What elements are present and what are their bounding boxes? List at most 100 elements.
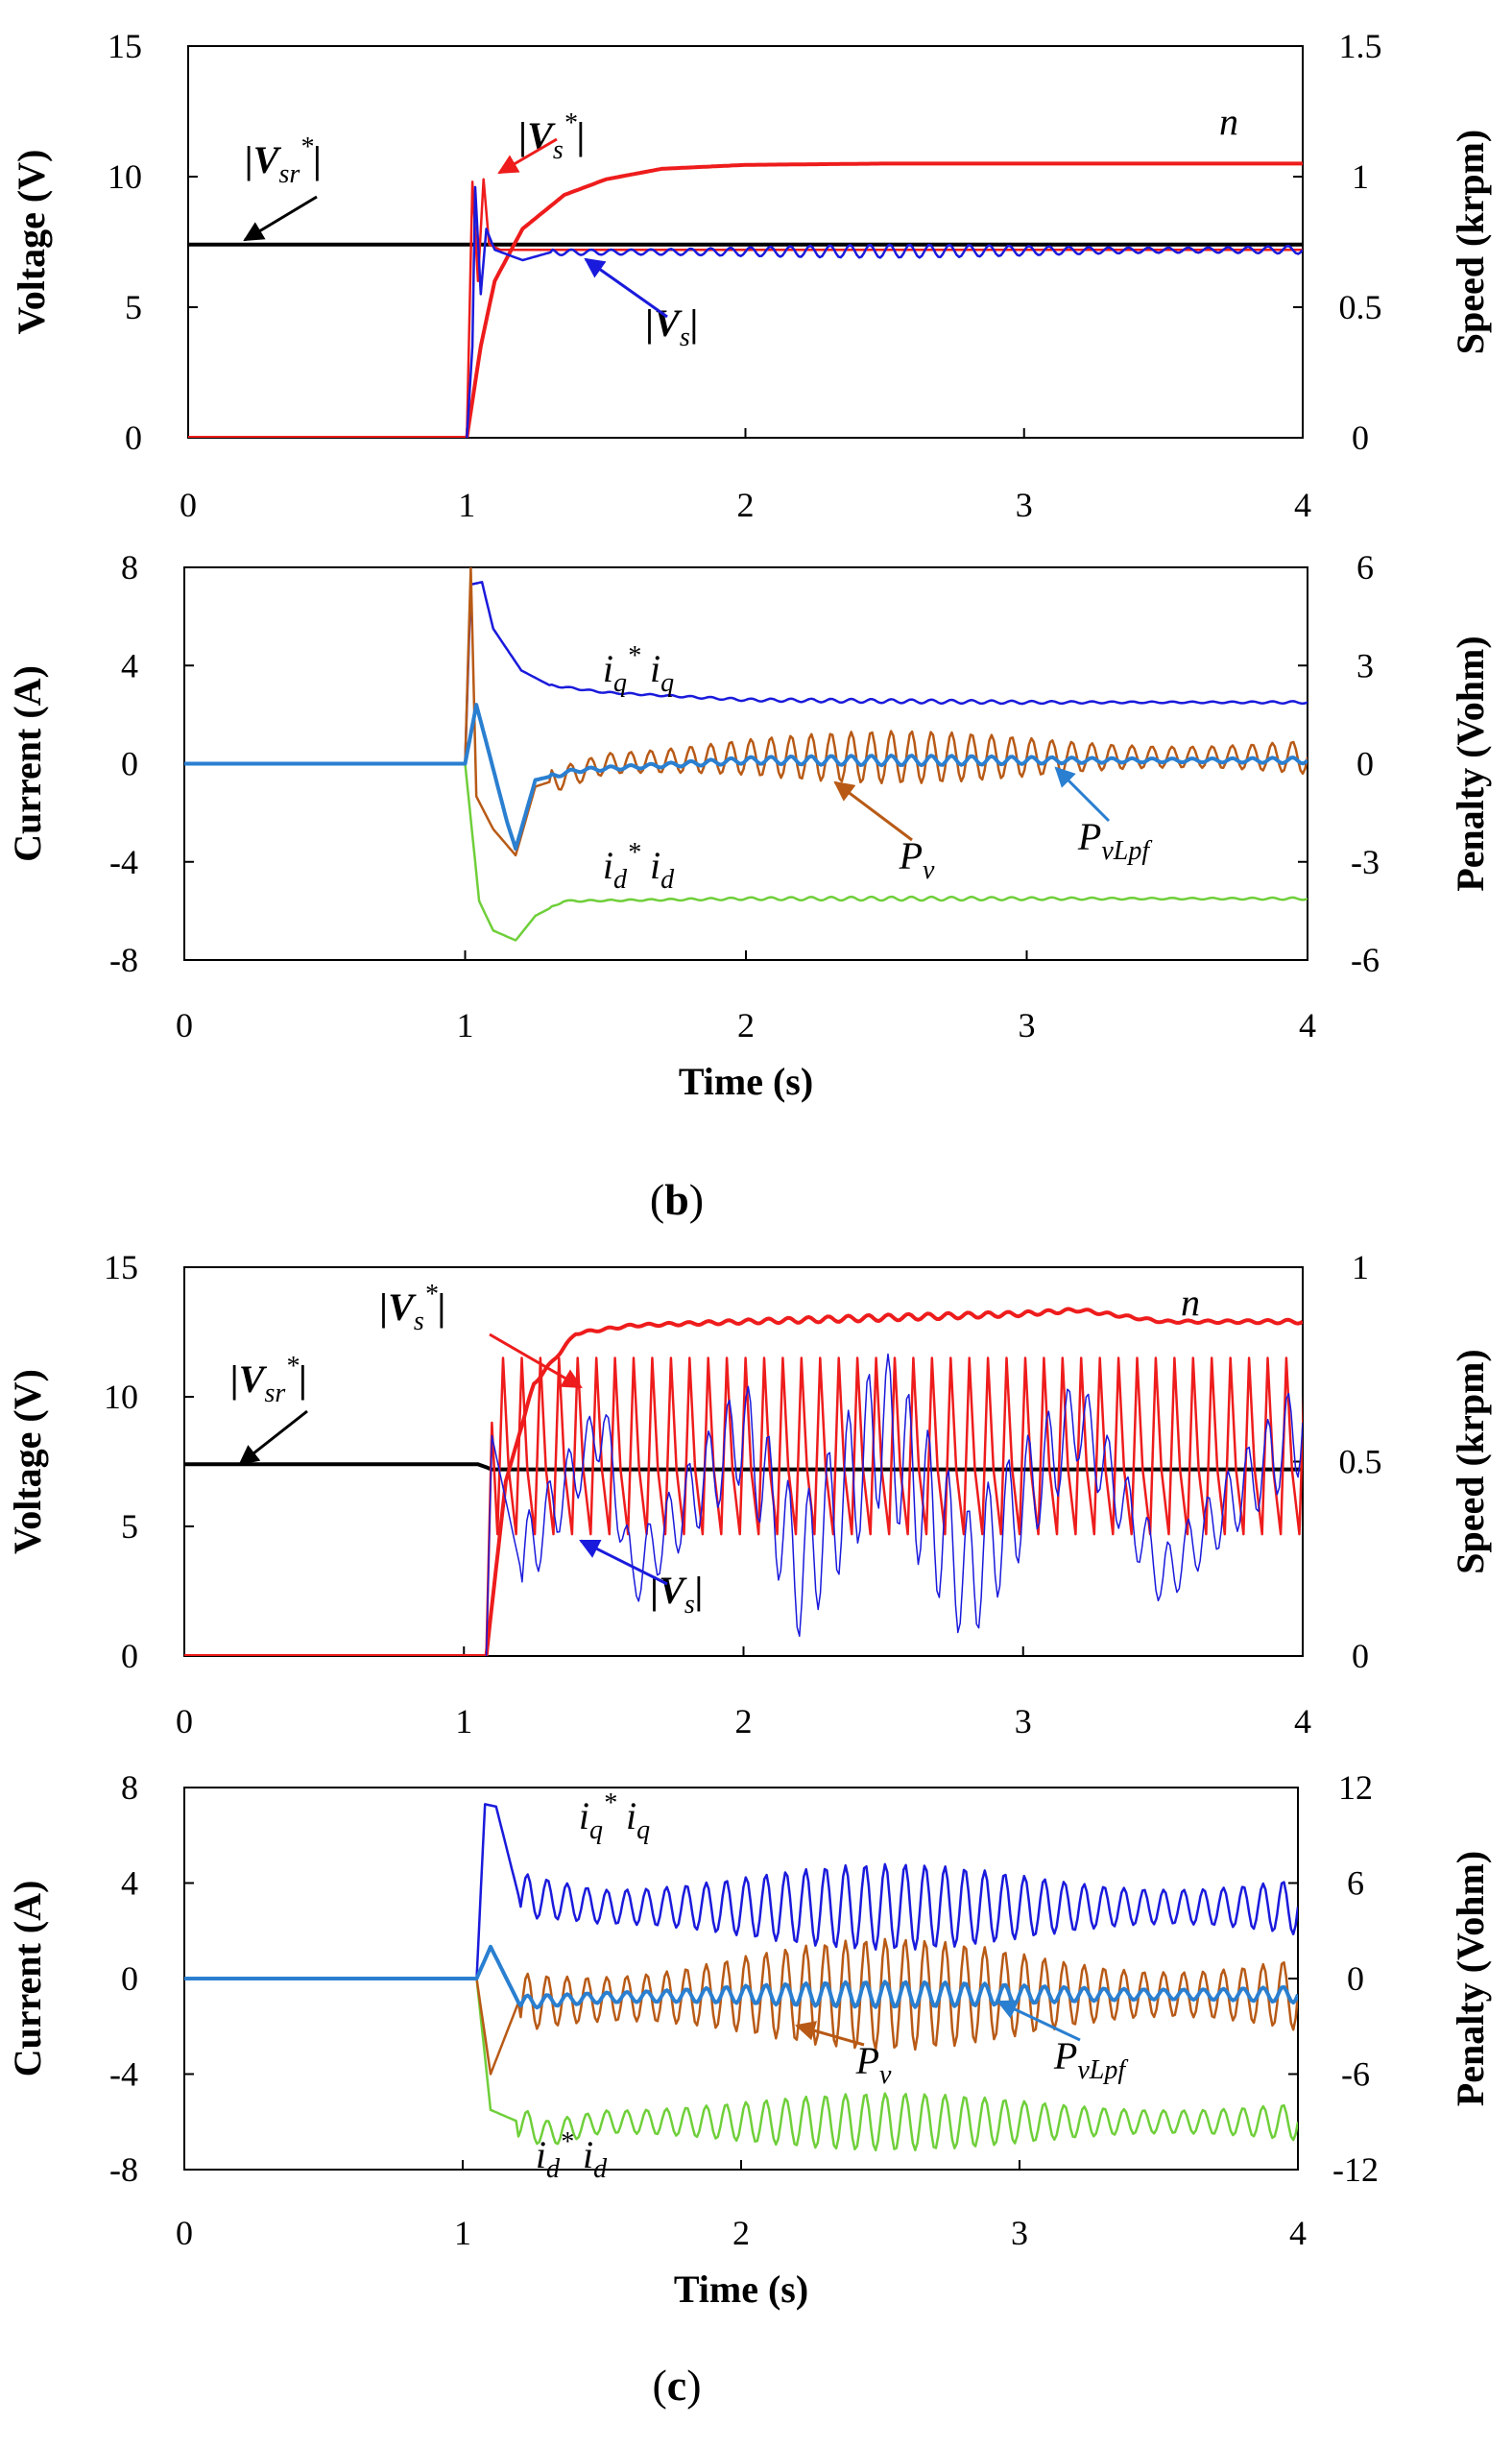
y2-tick-label: 0 bbox=[1352, 1637, 1369, 1675]
y2-tick-label: 12 bbox=[1338, 1768, 1373, 1807]
y-axis-label: Voltage (V) bbox=[6, 1369, 49, 1554]
y-tick-label: 8 bbox=[121, 1768, 138, 1807]
y2-tick-label: -12 bbox=[1332, 2150, 1379, 2189]
x-tick-label: 4 bbox=[1294, 1702, 1311, 1740]
y2-tick-label: 0.5 bbox=[1339, 1443, 1382, 1481]
y-tick-label: 4 bbox=[121, 1864, 138, 1903]
annotation-label: |Vsr*| bbox=[245, 132, 322, 189]
annotation-label: iq* iq bbox=[603, 641, 674, 698]
x-tick-label: 0 bbox=[176, 1006, 193, 1044]
y-tick-label: 10 bbox=[104, 1378, 138, 1416]
y2-tick-label: -6 bbox=[1341, 2055, 1370, 2094]
y-tick-label: -8 bbox=[109, 941, 138, 979]
annotation-label: |Vs| bbox=[645, 301, 698, 352]
series-line-n bbox=[184, 1307, 1303, 1656]
series-line-Vsr bbox=[184, 1462, 1303, 1472]
annotation-arrow bbox=[794, 2021, 865, 2047]
x-tick-label: 1 bbox=[457, 1006, 474, 1044]
y2-tick-label: 0.5 bbox=[1339, 288, 1382, 326]
x-tick-label: 2 bbox=[737, 1006, 755, 1044]
series-line-Vs bbox=[485, 1353, 1303, 1656]
y-axis-label: Voltage (V) bbox=[10, 150, 53, 335]
annotation-arrow bbox=[497, 137, 558, 175]
series-line-Vs bbox=[485, 1356, 1303, 1656]
y-tick-label: 0 bbox=[125, 419, 142, 457]
y2-tick-label: 1 bbox=[1352, 157, 1369, 196]
annotation-label: Pv bbox=[855, 2039, 892, 2090]
caption-c: (c) bbox=[652, 2361, 701, 2410]
x-tick-label: 2 bbox=[737, 486, 755, 524]
x-axis-label: Time (s) bbox=[674, 2268, 808, 2311]
series-group bbox=[184, 567, 1308, 942]
annotation-arrow bbox=[243, 195, 318, 242]
series-line-n bbox=[188, 161, 1303, 438]
annotation-label: |Vs*| bbox=[379, 1280, 445, 1336]
series-group bbox=[188, 161, 1303, 438]
annotation-label: Pv bbox=[899, 834, 935, 885]
series-line-iqiq bbox=[184, 581, 1308, 765]
annotation-arrow bbox=[833, 780, 913, 842]
series-line-PvLpf bbox=[184, 1944, 1298, 2010]
annotation-label: id* id bbox=[603, 838, 675, 895]
y2-axis-label: Speed (krpm) bbox=[1449, 130, 1492, 354]
annotation-arrow bbox=[1054, 766, 1111, 823]
x-tick-label: 3 bbox=[1015, 1702, 1032, 1740]
series-line-Pv bbox=[184, 567, 1308, 857]
y-tick-label: 15 bbox=[108, 27, 142, 65]
x-tick-label: 1 bbox=[458, 486, 475, 524]
annotation-label: |Vsr*| bbox=[230, 1352, 307, 1408]
annotation-label: n bbox=[1181, 1281, 1200, 1324]
x-tick-label: 1 bbox=[455, 1702, 472, 1740]
y2-tick-label: 6 bbox=[1347, 1864, 1364, 1903]
annotation-label: n bbox=[1219, 100, 1238, 143]
series-line-Vs bbox=[466, 178, 1303, 438]
x-tick-label: 3 bbox=[1016, 486, 1033, 524]
x-tick-label: 4 bbox=[1289, 2214, 1307, 2252]
y-tick-label: 15 bbox=[104, 1248, 138, 1286]
y-tick-label: 8 bbox=[121, 548, 138, 587]
annotation-label: |Vs*| bbox=[518, 108, 585, 165]
annotation-label: iq* iq bbox=[579, 1788, 650, 1845]
y2-tick-label: 1.5 bbox=[1339, 27, 1382, 65]
y2-tick-label: -6 bbox=[1351, 941, 1380, 979]
annotation-label: |Vs| bbox=[650, 1569, 703, 1620]
plot-frame bbox=[187, 45, 1304, 439]
x-axis-label: Time (s) bbox=[679, 1060, 813, 1103]
y2-tick-label: 0 bbox=[1347, 1959, 1364, 1998]
series-line-iqiq bbox=[184, 1803, 1298, 1980]
annotation-label: id* id bbox=[536, 2127, 608, 2184]
y2-tick-label: 0 bbox=[1356, 745, 1374, 783]
y-tick-label: 0 bbox=[121, 1637, 138, 1675]
annotation-arrow bbox=[584, 257, 668, 319]
y2-tick-label: 1 bbox=[1352, 1248, 1369, 1286]
x-tick-label: 0 bbox=[176, 1702, 193, 1740]
x-tick-label: 0 bbox=[180, 486, 197, 524]
annotation-arrow bbox=[579, 1539, 668, 1586]
y-axis-label: Current (A) bbox=[6, 1881, 49, 2077]
y2-axis-label: Penalty (Vohm) bbox=[1449, 636, 1492, 891]
annotation-arrow bbox=[238, 1409, 308, 1466]
y2-axis-label: Penalty (Vohm) bbox=[1449, 1851, 1492, 2106]
x-tick-label: 4 bbox=[1294, 486, 1311, 524]
x-tick-label: 4 bbox=[1299, 1006, 1316, 1044]
annotation-arrow bbox=[996, 2000, 1081, 2042]
x-tick-label: 2 bbox=[735, 1702, 753, 1740]
caption-b: (b) bbox=[650, 1175, 704, 1224]
y-tick-label: -4 bbox=[109, 2055, 138, 2094]
x-tick-label: 1 bbox=[454, 2214, 471, 2252]
series-line-Pv bbox=[184, 1937, 1298, 2076]
chart-c-voltage-speed: 0 1 2 3 4 0 5 10 15 0 0.5 1 Voltage (V) Speed (krpm) |… bbox=[6, 1248, 1492, 1740]
y-tick-label: 4 bbox=[121, 646, 138, 684]
y2-tick-label: 6 bbox=[1356, 548, 1374, 587]
y-tick-label: -8 bbox=[109, 2150, 138, 2189]
x-tick-label: 0 bbox=[176, 2214, 193, 2252]
y-tick-label: 5 bbox=[121, 1507, 138, 1546]
x-tick-label: 2 bbox=[732, 2214, 750, 2252]
series-line-Vs bbox=[466, 185, 1303, 438]
y-tick-label: 0 bbox=[121, 745, 138, 783]
y2-tick-label: 0 bbox=[1352, 419, 1369, 457]
y-axis-label: Current (A) bbox=[6, 665, 49, 862]
annotation-label: PvLpf bbox=[1077, 815, 1152, 866]
